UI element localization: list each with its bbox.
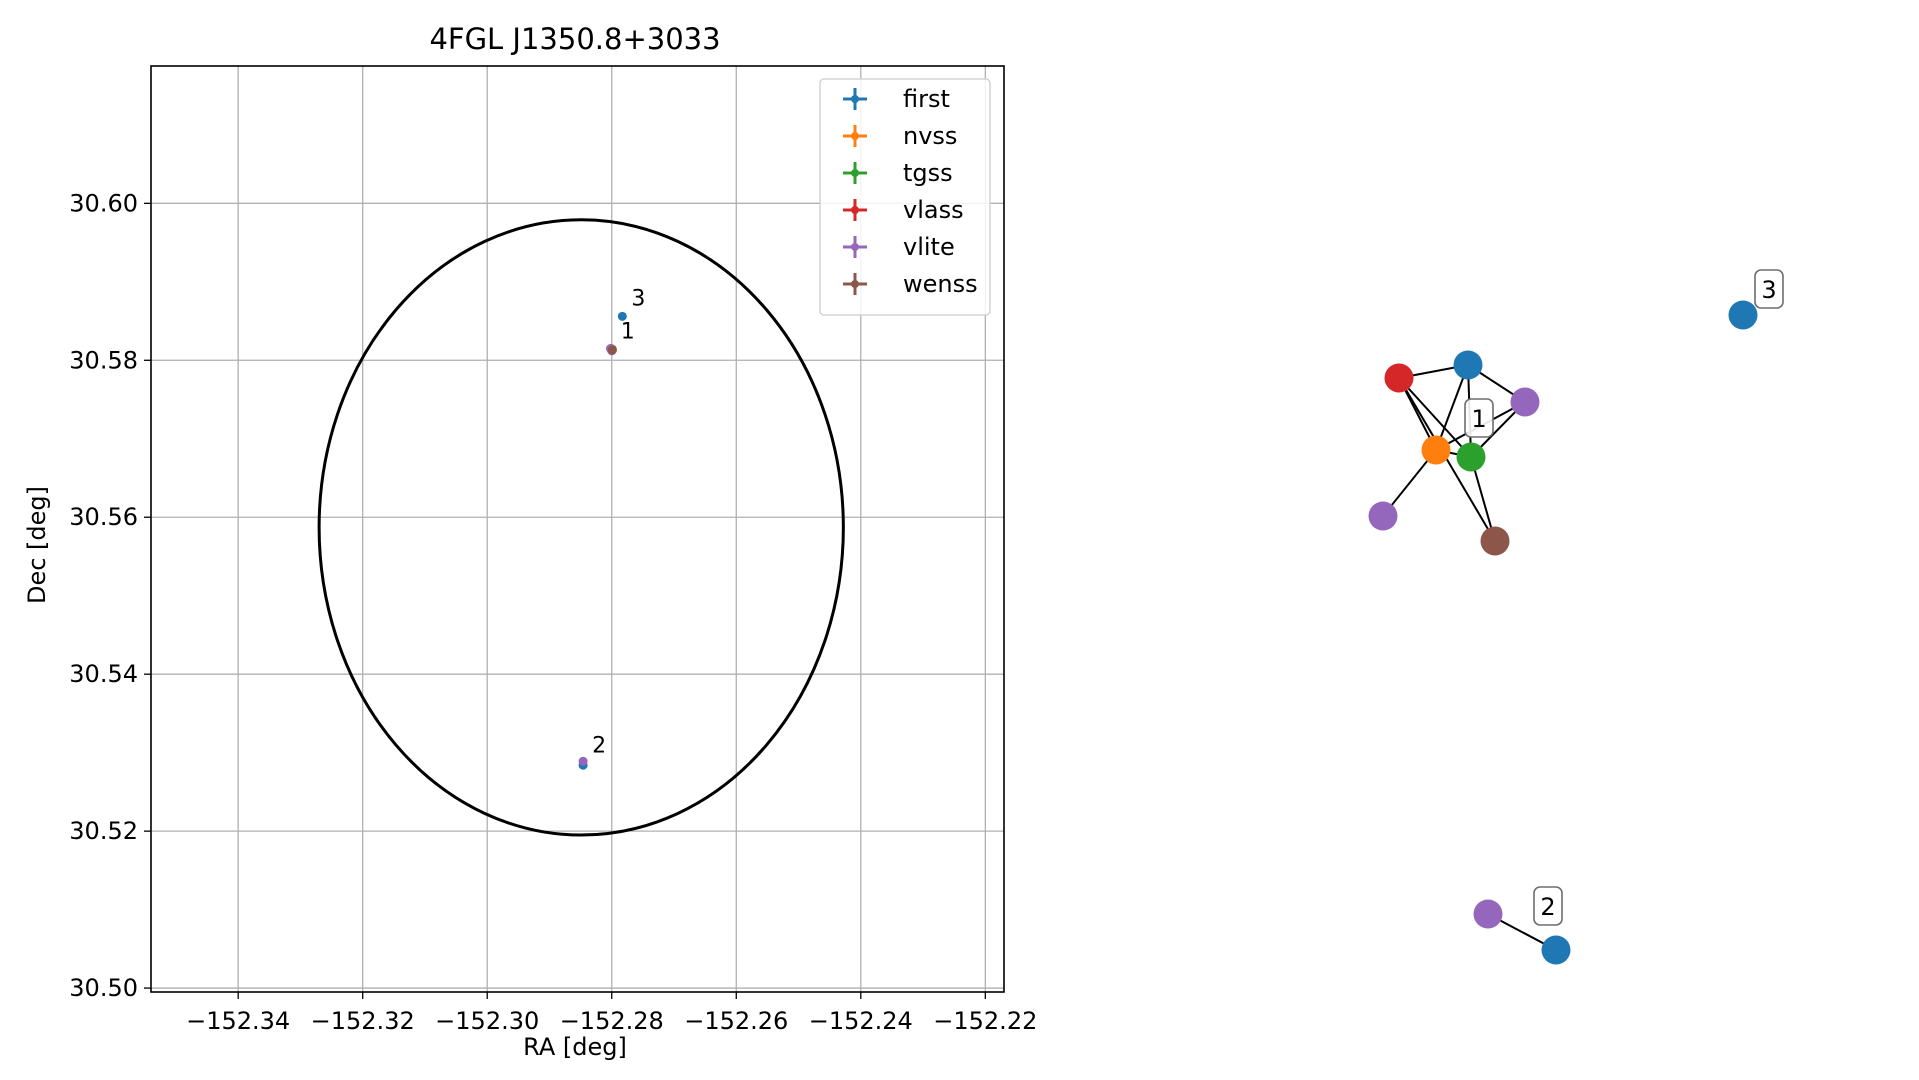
legend-label-vlite: vlite — [903, 233, 955, 261]
legend-label-nvss: nvss — [903, 122, 957, 150]
x-tick-label: −152.34 — [186, 1007, 290, 1035]
network-label-box — [1533, 886, 1563, 926]
legend-dot-tgss — [851, 169, 859, 177]
network-node-tgss-a — [1456, 442, 1486, 472]
y-tick-label: 30.60 — [69, 189, 138, 217]
legend-label-tgss: tgss — [903, 159, 953, 187]
network-node-vlite-a — [1510, 387, 1540, 417]
network-nodes — [1368, 300, 1758, 965]
x-tick-label: −152.24 — [809, 1007, 913, 1035]
y-tick-label: 30.52 — [69, 817, 138, 845]
y-tick-label: 30.54 — [69, 660, 138, 688]
network-node-nvss-a — [1421, 435, 1451, 465]
y-axis-ticks: 30.50 30.52 30.54 30.56 30.58 30.60 — [69, 189, 151, 1002]
data-point-wenss — [607, 345, 617, 355]
legend-box — [819, 78, 991, 316]
network-label-box — [1754, 269, 1784, 309]
point-annotation: 1 — [621, 319, 635, 344]
y-tick-label: 30.56 — [69, 503, 138, 531]
network-edge — [1435, 364, 1469, 451]
legend: first nvss tgss vlass vlite wenss — [819, 78, 991, 316]
data-points — [578, 311, 627, 770]
network-node-vlite-2 — [1473, 899, 1503, 929]
scatter-panel: 4FGL J1350.8+3033 312 −152.34 −152.32 −152… — [23, 22, 1037, 1061]
legend-label-first: first — [903, 85, 950, 113]
legend-dot-first — [851, 95, 859, 103]
legend-dot-wenss — [851, 280, 859, 288]
network-edge — [1398, 377, 1472, 458]
x-axis-ticks: −152.34 −152.32 −152.30 −152.28 −152.26 −152.… — [186, 992, 1037, 1035]
network-node-vlass-a — [1384, 363, 1414, 393]
network-edge — [1398, 377, 1496, 542]
data-point-first — [617, 311, 627, 321]
x-axis-label: RA [deg] — [523, 1033, 627, 1061]
legend-dot-vlite — [851, 243, 859, 251]
y-axis-label: Dec [deg] — [23, 486, 51, 604]
network-label: 2 — [1540, 893, 1555, 921]
network-edge — [1470, 456, 1496, 542]
data-point-vlite — [578, 756, 588, 766]
x-tick-label: −152.22 — [933, 1007, 1037, 1035]
point-annotations: 3 1 2 — [592, 286, 645, 758]
y-tick-label: 30.58 — [69, 346, 138, 374]
localization-ellipse — [317, 218, 845, 837]
x-tick-label: −152.28 — [560, 1007, 664, 1035]
y-tick-label: 30.50 — [69, 974, 138, 1002]
legend-dot-vlass — [851, 206, 859, 214]
legend-label-vlass: vlass — [903, 196, 964, 224]
network-label: 3 — [1761, 276, 1776, 304]
point-annotation: 3 — [631, 286, 645, 311]
network-label: 1 — [1471, 405, 1486, 433]
network-group-labels: 1 3 2 — [1464, 269, 1784, 926]
network-node-wenss-a — [1480, 526, 1510, 556]
x-tick-label: −152.30 — [435, 1007, 539, 1035]
point-annotation: 2 — [592, 734, 606, 759]
network-node-first-3 — [1728, 300, 1758, 330]
x-tick-label: −152.32 — [311, 1007, 415, 1035]
x-tick-label: −152.26 — [684, 1007, 788, 1035]
legend-label-wenss: wenss — [903, 270, 978, 298]
network-label-box — [1464, 398, 1494, 438]
network-node-first-2 — [1541, 935, 1571, 965]
legend-dot-nvss — [851, 132, 859, 140]
network-panel: 1 3 2 — [1368, 269, 1784, 965]
axes-frame — [150, 65, 1005, 993]
network-node-first-a — [1453, 350, 1483, 380]
chart-title: 4FGL J1350.8+3033 — [429, 22, 720, 56]
network-node-vlite-b — [1368, 501, 1398, 531]
